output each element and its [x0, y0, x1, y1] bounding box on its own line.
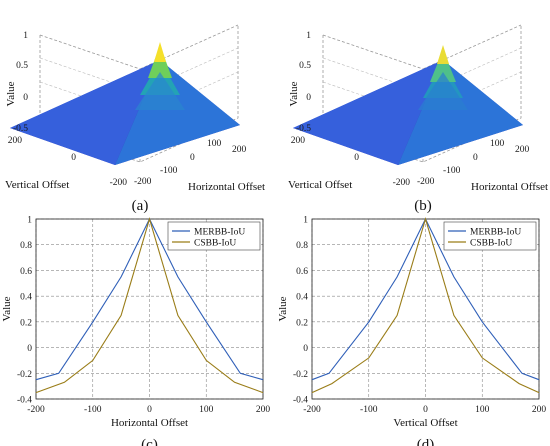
y-tick-label: 0.8 — [20, 241, 32, 251]
y-tick-label: -0.4 — [17, 396, 32, 406]
y-tick-label: 0.2 — [296, 318, 308, 328]
legend-label: CSBB-IoU — [194, 238, 236, 248]
x-tick: 0 — [473, 153, 478, 163]
x-tick: 200 — [515, 145, 530, 155]
y-tick-label: 1 — [303, 216, 308, 226]
panel-label: (c) — [141, 437, 158, 446]
y-tick: -200 — [393, 178, 411, 188]
surface-mesh — [293, 45, 523, 165]
z-tick: 0 — [306, 93, 311, 103]
x-tick-label: -100 — [84, 405, 102, 415]
x-tick: -100 — [443, 166, 461, 176]
z-tick: -0.5 — [13, 124, 28, 134]
y-tick-label: -0.2 — [17, 370, 32, 380]
x-axis-label: Horizontal Offset — [111, 417, 188, 429]
legend-label: MERBB-IoU — [194, 227, 245, 237]
x-tick-label: -200 — [27, 405, 45, 415]
x-axis-label: Horizontal Offset — [471, 181, 548, 193]
legend-box — [443, 221, 537, 251]
y-axis-label: Value — [277, 296, 289, 321]
surface-axis-ticks: 1 0.5 0 -0.5 200 0 -200 -200 -100 0 100 … — [291, 31, 530, 188]
z-tick: 0.5 — [16, 61, 28, 71]
y-tick-label: 0 — [303, 344, 308, 354]
line-plot-d: -200 -100 0 100 200 1 0.8 0.6 0.4 0.2 0 -0.2 -0.4 Ver… — [277, 216, 546, 446]
y-tick-label: 1 — [27, 216, 32, 226]
legend-label: CSBB-IoU — [470, 238, 512, 248]
x-tick-label: -100 — [360, 405, 378, 415]
surface-axis-ticks: 1 0.5 0 -0.5 200 0 -200 -200 -100 0 100 … — [8, 31, 247, 188]
x-tick-label: 100 — [199, 405, 214, 415]
y-tick-label: 0.4 — [20, 293, 32, 303]
z-axis-label: Value — [288, 81, 300, 106]
y-axis-label: Value — [1, 296, 13, 321]
x-tick-label: 100 — [475, 405, 490, 415]
y-tick: -200 — [110, 178, 128, 188]
y-tick-label: -0.2 — [293, 370, 308, 380]
x-tick: 200 — [232, 145, 247, 155]
x-tick-label: 0 — [423, 405, 428, 415]
x-tick: 100 — [490, 139, 505, 149]
y-tick-label: 0.2 — [20, 318, 32, 328]
surface-plot-a: 1 0.5 0 -0.5 200 0 -200 -200 -100 0 100 … — [5, 24, 265, 214]
x-tick: 100 — [207, 139, 222, 149]
y-tick-label: 0 — [27, 344, 32, 354]
line-plot-c: -200 -100 0 100 200 1 0.8 0.6 0.4 0.2 0 -0.2 -0.4 Hor… — [1, 216, 270, 446]
z-tick: 1 — [23, 31, 28, 41]
y-tick-label: 0.6 — [296, 267, 308, 277]
x-tick-label: 0 — [147, 405, 152, 415]
x-axis-label: Vertical Offset — [393, 417, 457, 429]
legend-label: MERBB-IoU — [470, 227, 521, 237]
legend-box — [167, 221, 261, 251]
y-tick: 200 — [291, 136, 306, 146]
z-tick: 1 — [306, 31, 311, 41]
z-tick: 0.5 — [299, 61, 311, 71]
x-tick-label: -200 — [303, 405, 321, 415]
x-tick: -100 — [160, 166, 178, 176]
surface-mesh — [10, 42, 240, 165]
surface-plot-b: 1 0.5 0 -0.5 200 0 -200 -200 -100 0 100 … — [288, 24, 548, 214]
y-tick: 0 — [354, 153, 359, 163]
y-tick: 200 — [8, 136, 23, 146]
series-line-csbb-iou — [35, 217, 264, 394]
z-axis-label: Value — [5, 81, 17, 106]
x-tick-label: 200 — [532, 405, 547, 415]
y-tick-label: -0.4 — [293, 396, 308, 406]
x-axis-label: Horizontal Offset — [188, 181, 265, 193]
panel-label: (b) — [414, 198, 432, 214]
panel-label: (a) — [132, 198, 149, 214]
y-tick: 0 — [71, 153, 76, 163]
y-tick-label: 0.8 — [296, 241, 308, 251]
z-tick: 0 — [23, 93, 28, 103]
x-tick-label: 200 — [256, 405, 271, 415]
series-line-csbb-iou — [311, 217, 540, 394]
z-tick: -0.5 — [296, 124, 311, 134]
x-tick: 0 — [190, 153, 195, 163]
y-axis-label: Vertical Offset — [288, 179, 352, 191]
x-tick: -200 — [134, 177, 152, 187]
y-tick-label: 0.4 — [296, 293, 308, 303]
x-tick: -200 — [417, 177, 435, 187]
y-tick-label: 0.6 — [20, 267, 32, 277]
y-axis-label: Vertical Offset — [5, 179, 69, 191]
panel-label: (d) — [417, 437, 435, 446]
